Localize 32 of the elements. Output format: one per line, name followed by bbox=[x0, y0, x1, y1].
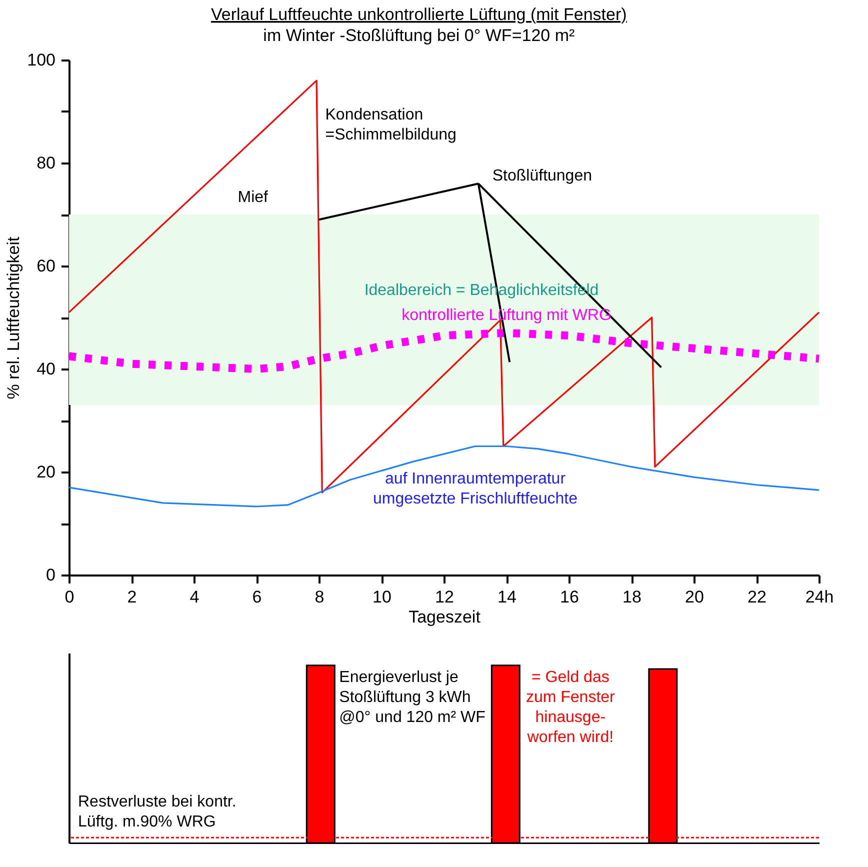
x-tick-label: 10 bbox=[372, 588, 392, 606]
annotation: = Geld das zum Fenster hinausge- worfen wird! bbox=[526, 669, 616, 746]
y-axis-title: % rel. Luftfeuchtigkeit bbox=[4, 236, 24, 400]
y-tick-label: 0 bbox=[46, 566, 56, 584]
line-series bbox=[68, 445, 820, 508]
x-tick-label: 2 bbox=[127, 588, 137, 606]
annotation: Stoßlüftungen bbox=[492, 168, 592, 185]
y-tick-label: 20 bbox=[36, 462, 56, 482]
x-tick-label: 18 bbox=[622, 588, 642, 606]
x-tick-label: 16 bbox=[560, 588, 579, 606]
y-tick-label: 100 bbox=[27, 50, 56, 70]
chart-title: Verlauf Luftfeuchte unkontrollierte Lüftung (mit Fenster) bbox=[211, 5, 627, 24]
x-tick-label: 22 bbox=[748, 588, 766, 606]
annotation: Mief bbox=[238, 188, 269, 206]
x-tick-label: 24h bbox=[805, 588, 834, 606]
x-tick-label: 14 bbox=[498, 588, 516, 606]
series-label: auf Innenraumtemperatur umgesetzte Frischluftfeuchte bbox=[372, 470, 578, 508]
x-tick-label: 12 bbox=[435, 588, 454, 606]
ref-line-label: Restverluste bei kontr. Lüftg. m.90% WRG bbox=[78, 794, 236, 831]
y-tick-label: 40 bbox=[36, 360, 56, 378]
x-axis-title: Tageszeit bbox=[408, 608, 481, 626]
x-tick-label: 4 bbox=[190, 588, 200, 606]
line-series bbox=[68, 80, 820, 494]
x-tick-label: 0 bbox=[64, 588, 74, 606]
annotation: Energieverlust je Stoßlüftung 3 kWh @0° und 120 m² WF bbox=[339, 669, 486, 726]
chart-subtitle: im Winter -Stoßlüftung bei 0° WF=120 m² bbox=[263, 26, 575, 45]
y-tick-label: 60 bbox=[36, 256, 56, 276]
x-tick-label: 6 bbox=[252, 588, 262, 606]
y-tick-label: 80 bbox=[36, 154, 56, 172]
annotation: Kondensation =Schimmelbildung bbox=[325, 106, 456, 144]
x-tick-label: 8 bbox=[314, 588, 324, 606]
x-tick-label: 20 bbox=[685, 588, 704, 606]
